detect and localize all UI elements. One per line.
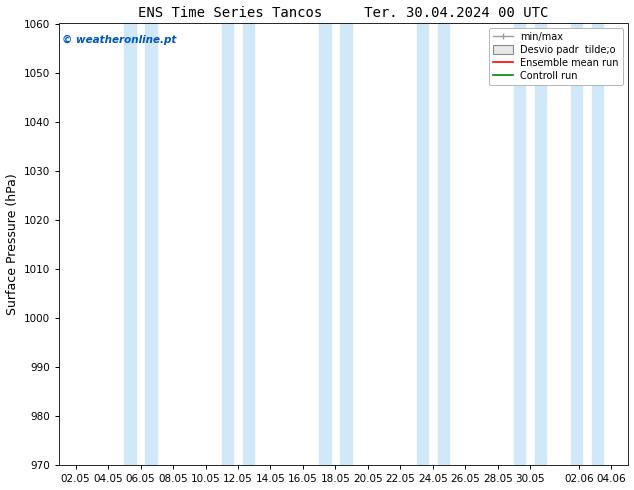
Bar [437, 24, 449, 465]
Legend: min/max, Desvio padr  tilde;o, Ensemble mean run, Controll run: min/max, Desvio padr tilde;o, Ensemble m… [489, 28, 623, 85]
Bar [417, 24, 428, 465]
Bar [535, 24, 547, 465]
Bar [319, 24, 330, 465]
Bar [222, 24, 233, 465]
Bar [124, 24, 136, 465]
Y-axis label: Surface Pressure (hPa): Surface Pressure (hPa) [6, 173, 18, 316]
Bar [243, 24, 254, 465]
Bar [571, 24, 582, 465]
Bar [145, 24, 157, 465]
Text: © weatheronline.pt: © weatheronline.pt [62, 35, 177, 45]
Bar [514, 24, 526, 465]
Bar [340, 24, 352, 465]
Bar [592, 24, 604, 465]
Title: ENS Time Series Tancos     Ter. 30.04.2024 00 UTC: ENS Time Series Tancos Ter. 30.04.2024 0… [138, 5, 548, 20]
